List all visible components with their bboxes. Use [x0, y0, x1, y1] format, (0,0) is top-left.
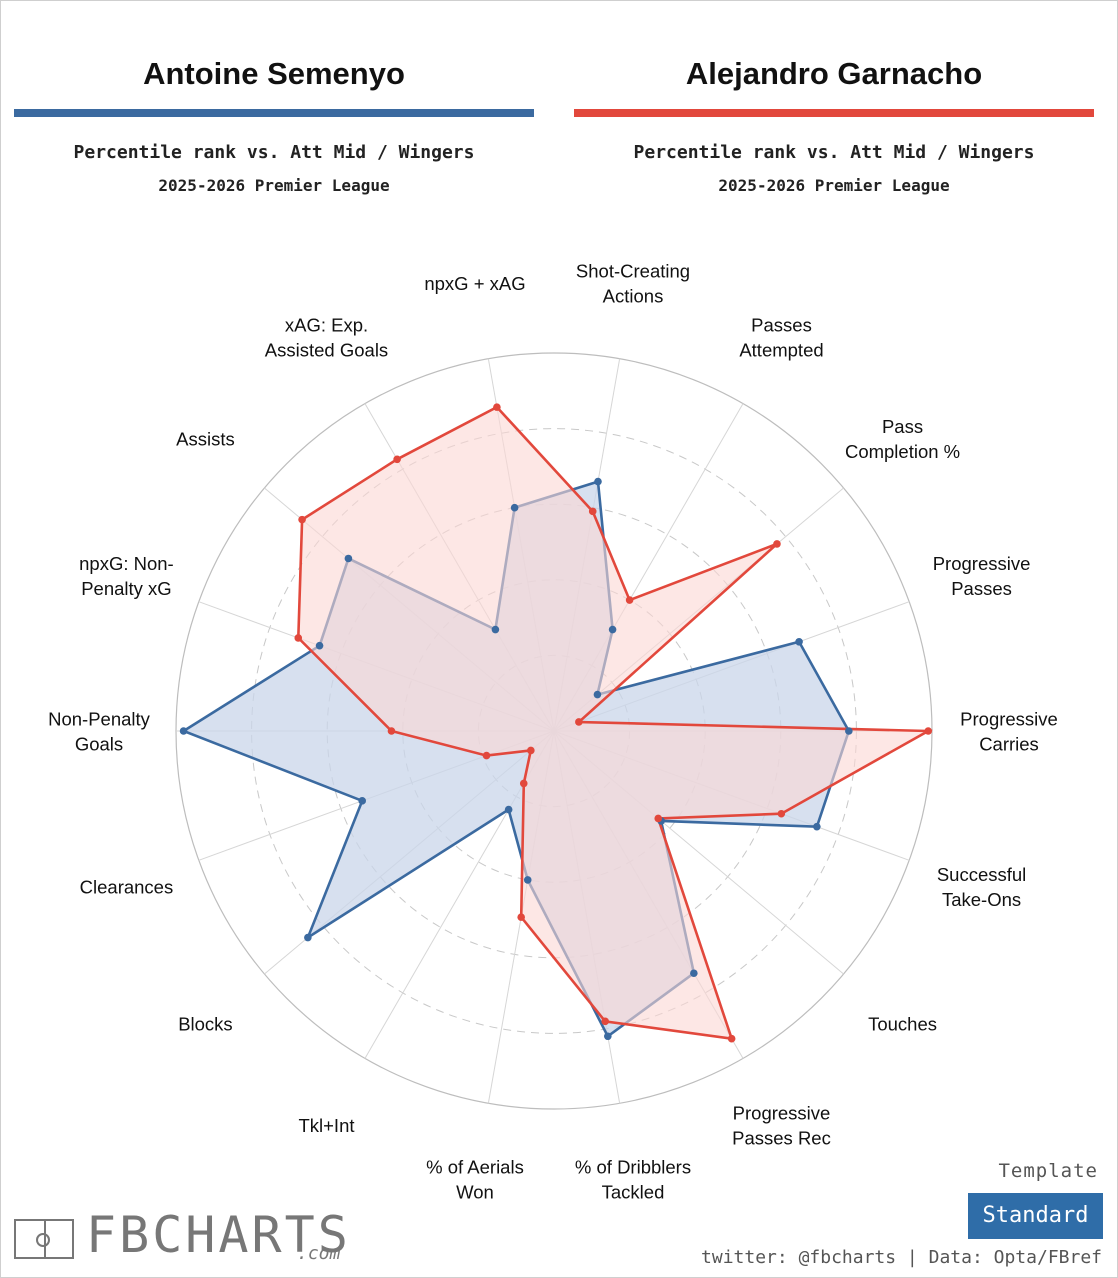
- pitch-logo-icon: [14, 1219, 74, 1259]
- category-label: % of Dribblers Tackled: [575, 1157, 691, 1203]
- right-player-name: Alejandro Garnacho: [685, 56, 983, 91]
- logo-wordmark: FBCHARTS: [86, 1206, 351, 1264]
- right-comparison-subtitle: Percentile rank vs. Att Mid / Wingers: [633, 142, 1035, 163]
- data-point-antoine-semenyo: [491, 625, 500, 634]
- category-label: Pass Completion %: [845, 416, 960, 462]
- data-point-alejandro-garnacho: [625, 596, 634, 604]
- data-point-antoine-semenyo: [604, 1032, 612, 1041]
- data-point-alejandro-garnacho: [517, 913, 525, 921]
- right-season-subtitle: 2025-2026 Premier League: [718, 176, 950, 195]
- data-point-alejandro-garnacho: [294, 634, 303, 642]
- template-label: Template: [998, 1160, 1098, 1182]
- category-label: Progressive Carries: [960, 709, 1058, 755]
- category-label: Touches: [868, 1013, 937, 1034]
- data-point-antoine-semenyo: [358, 797, 366, 805]
- data-point-alejandro-garnacho: [527, 746, 535, 755]
- data-point-alejandro-garnacho: [654, 814, 663, 823]
- category-label: Assists: [176, 429, 235, 450]
- left-player-name: Antoine Semenyo: [143, 56, 405, 91]
- category-label: Progressive Passes: [933, 553, 1031, 599]
- data-point-antoine-semenyo: [523, 876, 532, 884]
- template-badge: Standard: [968, 1193, 1103, 1239]
- category-label: Shot-Creating Actions: [576, 260, 690, 306]
- data-point-antoine-semenyo: [608, 625, 617, 634]
- category-label: Non-Penalty Goals: [48, 709, 151, 755]
- left-season-subtitle: 2025-2026 Premier League: [158, 176, 390, 195]
- data-point-antoine-semenyo: [504, 805, 513, 814]
- category-label: Passes Attempted: [739, 314, 823, 360]
- category-label: npxG + xAG: [424, 273, 525, 294]
- data-point-alejandro-garnacho: [727, 1034, 736, 1043]
- data-point-alejandro-garnacho: [924, 727, 933, 735]
- data-point-alejandro-garnacho: [493, 403, 501, 411]
- data-point-antoine-semenyo: [315, 641, 324, 650]
- data-point-antoine-semenyo: [813, 822, 821, 831]
- data-point-antoine-semenyo: [845, 727, 853, 735]
- category-label: Successful Take-Ons: [937, 864, 1026, 910]
- category-label: Blocks: [178, 1013, 233, 1034]
- category-label: xAG: Exp. Assisted Goals: [265, 314, 388, 360]
- data-point-alejandro-garnacho: [482, 751, 491, 760]
- data-point-alejandro-garnacho: [777, 809, 786, 818]
- data-point-antoine-semenyo: [304, 933, 312, 942]
- data-point-antoine-semenyo: [510, 503, 519, 512]
- data-point-alejandro-garnacho: [575, 718, 583, 726]
- data-point-antoine-semenyo: [179, 727, 188, 735]
- data-point-alejandro-garnacho: [773, 540, 781, 548]
- data-point-antoine-semenyo: [344, 554, 353, 563]
- category-label: Tkl+Int: [298, 1115, 354, 1136]
- category-label: % of Aerials Won: [426, 1157, 524, 1203]
- data-point-antoine-semenyo: [593, 690, 602, 699]
- category-label: Progressive Passes Rec: [732, 1103, 831, 1149]
- data-point-antoine-semenyo: [690, 969, 698, 978]
- left-player-color-bar: [14, 109, 534, 117]
- data-point-antoine-semenyo: [795, 637, 803, 646]
- data-point-alejandro-garnacho: [298, 515, 306, 524]
- category-label: npxG: Non-Penalty xG: [79, 553, 174, 599]
- category-labels: Shot-Creating Actions Passes Attempted Pass C…: [48, 260, 1058, 1202]
- logo-suffix: .com: [297, 1243, 341, 1264]
- data-point-alejandro-garnacho: [601, 1017, 609, 1026]
- data-point-alejandro-garnacho: [393, 455, 401, 464]
- credits-text: twitter: @fbcharts | Data: Opta/FBref: [701, 1247, 1102, 1268]
- data-point-alejandro-garnacho: [588, 507, 597, 516]
- data-point-alejandro-garnacho: [387, 727, 396, 735]
- right-player-color-bar: [574, 109, 1094, 117]
- category-label: Clearances: [80, 877, 174, 898]
- radar-series: [179, 403, 933, 1043]
- data-point-alejandro-garnacho: [519, 779, 528, 788]
- data-point-antoine-semenyo: [594, 477, 602, 486]
- left-comparison-subtitle: Percentile rank vs. Att Mid / Wingers: [73, 142, 475, 163]
